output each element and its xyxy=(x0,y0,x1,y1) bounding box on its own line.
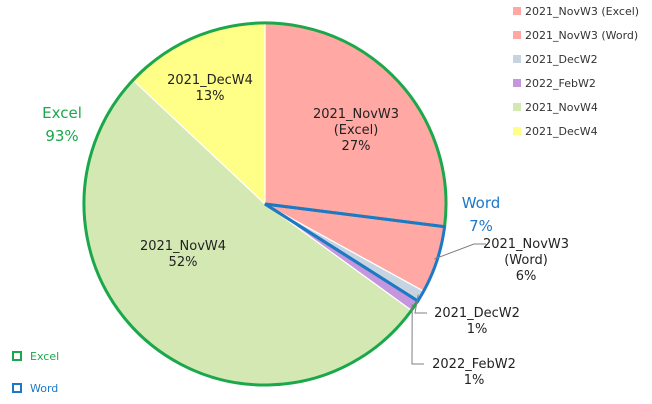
legend-label-2021-novw4: 2021_NovW4 xyxy=(525,101,598,114)
slice-pct-2022-febw2: 1% xyxy=(464,373,485,388)
group-labels: Excel 93% Word 7% xyxy=(42,104,500,235)
group-outlines xyxy=(82,21,448,387)
legend-label-2021-novw3-excel: 2021_NovW3 (Excel) xyxy=(525,5,639,18)
slice-pct-2021-decw2: 1% xyxy=(467,322,488,337)
leader-line-2021-decw2 xyxy=(414,294,427,314)
group-legend: Excel Word xyxy=(12,350,59,395)
legend-label-2021-decw4: 2021_DecW4 xyxy=(525,125,598,138)
slice-label-2021-novw3-excel-1: (Excel) xyxy=(334,123,379,138)
legend-swatch-2022-febw2 xyxy=(513,79,521,87)
slice-label-2021-novw3-word-1: (Word) xyxy=(504,253,548,268)
slice-label-2021-novw4: 2021_NovW4 xyxy=(140,239,226,254)
legend: 2021_NovW3 (Excel) 2021_NovW3 (Word) 2021_… xyxy=(513,5,639,138)
group-label-excel: Excel xyxy=(42,104,82,122)
leader-lines xyxy=(411,243,486,365)
group-legend-swatch-word xyxy=(12,383,22,393)
group-pct-excel: 93% xyxy=(45,127,78,145)
group-pct-word: 7% xyxy=(469,217,493,235)
group-legend-swatch-excel xyxy=(12,351,22,361)
group-legend-label-excel: Excel xyxy=(30,350,59,363)
slice-label-2021-decw4: 2021_DecW4 xyxy=(167,73,253,88)
slice-pct-2021-novw3-excel: 27% xyxy=(342,139,371,154)
slice-labels: 2021_NovW3(Excel)27%2021_NovW452%2021_De… xyxy=(140,73,569,388)
group-legend-label-word: Word xyxy=(30,382,58,395)
group-label-word: Word xyxy=(462,194,501,212)
slice-pct-2021-novw4: 52% xyxy=(169,255,198,270)
legend-swatch-2021-decw4 xyxy=(513,127,521,135)
slice-label-2021-decw2: 2021_DecW2 xyxy=(434,306,520,321)
slice-label-2021-novw3-word: 2021_NovW3 xyxy=(483,237,569,252)
outline-word xyxy=(264,202,447,304)
legend-label-2021-decw2: 2021_DecW2 xyxy=(525,53,598,66)
outline-excel xyxy=(82,21,448,387)
leader-line-2021-novw3-word xyxy=(434,243,486,260)
legend-label-2022-febw2: 2022_FebW2 xyxy=(525,77,596,90)
legend-swatch-2021-decw2 xyxy=(513,55,521,63)
legend-swatch-2021-novw3-word xyxy=(513,31,521,39)
legend-swatch-2021-novw4 xyxy=(513,103,521,111)
slice-label-2021-novw3-excel: 2021_NovW3 xyxy=(313,107,399,122)
slice-pct-2021-novw3-word: 6% xyxy=(516,269,537,284)
slice-label-2022-febw2: 2022_FebW2 xyxy=(432,357,516,372)
leader-line-2022-febw2 xyxy=(411,304,424,365)
legend-label-2021-novw3-word: 2021_NovW3 (Word) xyxy=(525,29,638,42)
slice-pct-2021-decw4: 13% xyxy=(196,89,225,104)
legend-swatch-2021-novw3-excel xyxy=(513,7,521,15)
